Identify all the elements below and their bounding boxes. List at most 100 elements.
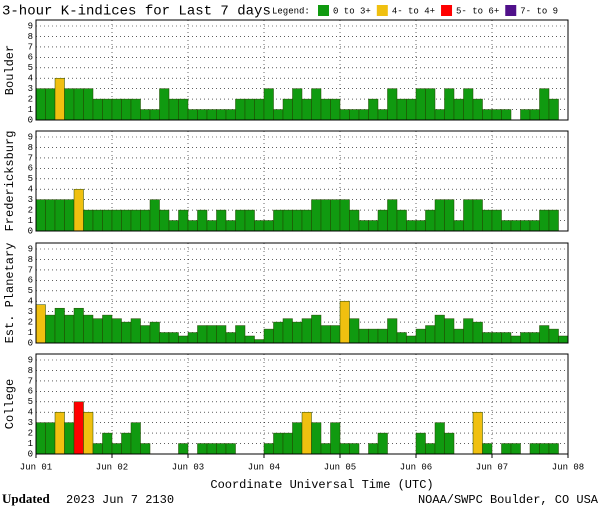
bar: [387, 318, 398, 344]
bar: [235, 209, 246, 232]
bar: [254, 98, 265, 121]
bar: [225, 332, 236, 344]
bar: [206, 220, 217, 232]
bar: [73, 401, 84, 455]
bar: [263, 328, 274, 344]
bar: [368, 220, 379, 232]
bar: [548, 209, 559, 232]
x-axis-label: Coordinate Universal Time (UTC): [210, 478, 433, 492]
bar: [444, 318, 455, 344]
bar: [102, 314, 113, 344]
y-tick-label: 7: [28, 376, 33, 386]
bar: [244, 209, 255, 232]
bar: [273, 109, 284, 121]
bar: [415, 432, 426, 455]
bar: [311, 422, 322, 455]
bar: [54, 307, 65, 344]
bar: [425, 88, 436, 121]
bar: [35, 304, 46, 344]
bar: [377, 432, 388, 455]
bar: [396, 209, 407, 232]
bar: [529, 109, 540, 121]
y-tick-label: 2: [28, 205, 33, 215]
bar: [244, 98, 255, 121]
bar: [320, 325, 331, 344]
bar: [130, 422, 141, 455]
y-tick-label: 1: [28, 439, 33, 449]
y-tick-label: 7: [28, 42, 33, 52]
bar: [187, 332, 198, 344]
bar: [463, 88, 474, 121]
bar: [121, 98, 132, 121]
bar: [35, 199, 46, 232]
bar: [463, 199, 474, 232]
bar: [453, 220, 464, 232]
bar: [83, 209, 94, 232]
y-tick-label: 7: [28, 265, 33, 275]
bar: [349, 209, 360, 232]
bar: [73, 307, 84, 344]
bar: [482, 109, 493, 121]
bar: [330, 325, 341, 344]
y-tick-label: 6: [28, 53, 33, 63]
bar: [358, 109, 369, 121]
bar: [377, 328, 388, 344]
bar: [197, 443, 208, 455]
y-tick-label: 0: [28, 226, 33, 236]
y-tick-label: 4: [28, 408, 33, 418]
bar: [102, 98, 113, 121]
bar: [130, 318, 141, 344]
bar: [453, 98, 464, 121]
bar: [406, 335, 417, 344]
bar: [311, 199, 322, 232]
y-axis-label: Fredericksburg: [3, 131, 17, 232]
bar: [301, 98, 312, 121]
y-tick-label: 6: [28, 387, 33, 397]
bar: [368, 98, 379, 121]
bar: [339, 109, 350, 121]
bar: [425, 443, 436, 455]
bar: [102, 209, 113, 232]
bar: [83, 314, 94, 344]
bar: [558, 335, 569, 344]
bar: [320, 98, 331, 121]
y-tick-label: 4: [28, 297, 33, 307]
bar: [434, 422, 445, 455]
bar: [216, 109, 227, 121]
bar: [292, 88, 303, 121]
bar: [301, 411, 312, 455]
bar: [425, 325, 436, 344]
bar: [520, 220, 531, 232]
bar: [102, 432, 113, 455]
bar: [510, 443, 521, 455]
bar: [529, 443, 540, 455]
bar: [434, 109, 445, 121]
y-tick-label: 1: [28, 328, 33, 338]
bar: [320, 443, 331, 455]
y-tick-label: 1: [28, 105, 33, 115]
bar: [140, 109, 151, 121]
bar: [111, 443, 122, 455]
y-tick-label: 4: [28, 74, 33, 84]
y-tick-label: 1: [28, 216, 33, 226]
bar: [548, 98, 559, 121]
legend-swatch: [505, 5, 517, 16]
bar: [415, 88, 426, 121]
bar: [111, 318, 122, 344]
legend-label: Legend:: [272, 6, 310, 16]
updated-label: Updated: [2, 491, 50, 506]
bar: [415, 220, 426, 232]
bar: [64, 199, 75, 232]
bar: [263, 220, 274, 232]
bar: [121, 432, 132, 455]
bar: [472, 411, 483, 455]
bar: [282, 209, 293, 232]
bar: [529, 220, 540, 232]
y-tick-label: 0: [28, 338, 33, 348]
bar: [140, 443, 151, 455]
bar: [140, 325, 151, 344]
bar: [434, 199, 445, 232]
bar: [539, 443, 550, 455]
bar: [311, 314, 322, 344]
